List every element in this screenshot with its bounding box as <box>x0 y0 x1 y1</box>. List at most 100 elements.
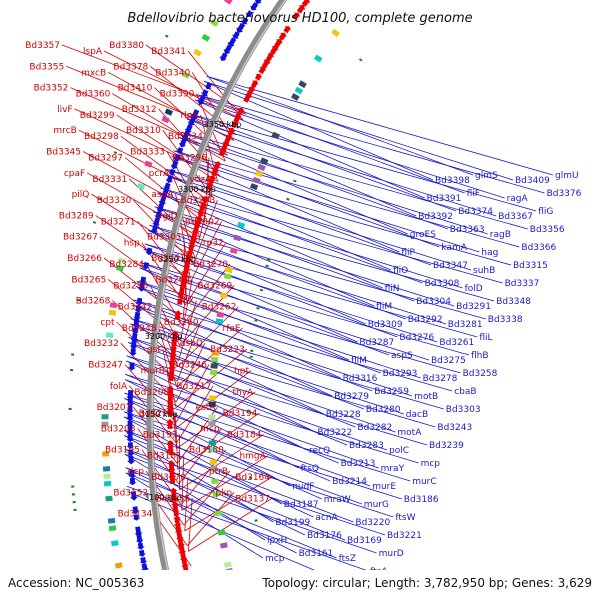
forward-gene-label: Bd3345 <box>46 148 81 158</box>
forward-gene-arrow <box>174 528 183 538</box>
reverse-gene-arrow <box>150 225 159 234</box>
cog-block-inner <box>101 414 109 420</box>
cog-block-outer <box>211 350 220 356</box>
reverse-gene-arrow <box>141 563 149 573</box>
reverse-gene-arrow <box>132 318 141 329</box>
reverse-gene-arrow <box>173 153 181 162</box>
reverse-gene-label: ftsQ <box>301 464 319 474</box>
forward-gene-label: Bd3330 <box>97 196 132 206</box>
forward-gene-label: hpt <box>234 367 249 377</box>
forward-gene-label: Bd3355 <box>29 62 64 72</box>
leader-line <box>154 206 495 302</box>
reverse-gene-label: folD <box>465 284 483 294</box>
forward-gene-label: cpaF <box>64 169 85 179</box>
forward-gene-arrow <box>179 556 188 565</box>
forward-gene-label: pcrA <box>149 169 170 179</box>
reverse-gene-label: Bd3293 <box>383 369 418 379</box>
forward-gene-label: Bd3297 <box>88 154 123 164</box>
forward-gene-label: Bd3302 <box>185 217 220 227</box>
leader-line <box>128 336 356 428</box>
reverse-gene-label: cbaB <box>454 387 476 397</box>
misc-marker <box>286 197 290 201</box>
reverse-gene-label: Bd3187 <box>284 500 319 510</box>
forward-gene-label: ydzA <box>189 175 212 185</box>
cog-block-inner <box>181 71 191 79</box>
leader-line <box>158 192 463 289</box>
reverse-gene-arrow <box>131 506 140 515</box>
leader-line <box>124 453 346 541</box>
forward-gene-label: Bd3331 <box>92 175 127 185</box>
reverse-gene-arrow <box>141 262 150 270</box>
reverse-gene-label: Bd3261 <box>439 338 474 348</box>
misc-marker <box>250 349 254 352</box>
forward-gene-arrow <box>172 515 181 523</box>
leader-line <box>178 300 197 361</box>
leader-line <box>61 44 246 115</box>
cog-block-outer <box>291 93 300 101</box>
forward-gene-arrow <box>227 127 236 136</box>
reverse-gene-arrow <box>135 534 144 544</box>
reverse-gene-label: Bd3367 <box>498 212 533 222</box>
forward-gene-label: Bd3268 <box>76 297 111 307</box>
reverse-gene-label: Bd3243 <box>437 423 472 433</box>
reverse-gene-arrow <box>126 425 135 437</box>
forward-gene-label: pilQ <box>72 190 90 200</box>
misc-marker <box>293 179 297 183</box>
forward-gene-label: Bd3218 <box>139 409 174 419</box>
reverse-gene-label: Bd3214 <box>332 477 367 487</box>
map-title: Bdellovibrio bacteriovorus HD100, comple… <box>127 11 472 26</box>
forward-gene-label: Bd3208 <box>134 388 169 398</box>
cog-block-outer <box>260 157 269 165</box>
leader-line <box>149 224 486 320</box>
forward-gene-label: estA <box>195 403 216 413</box>
reverse-gene-label: Bd3259 <box>374 387 409 397</box>
misc-marker <box>358 58 363 62</box>
forward-gene-arrow <box>261 58 271 69</box>
cog-block-inner <box>117 257 126 264</box>
forward-gene-arrow <box>170 495 179 502</box>
forward-gene-label: Bd3296 <box>172 154 207 164</box>
leader-line <box>95 215 191 279</box>
forward-gene-label: dcp <box>128 467 145 477</box>
forward-gene-label: Bd3193 <box>143 430 178 440</box>
forward-gene-arrow <box>169 487 178 497</box>
leader-line <box>133 199 194 265</box>
reverse-gene-arrow <box>204 81 213 90</box>
leader-line <box>188 497 273 552</box>
forward-gene-arrow <box>231 121 239 129</box>
reverse-gene-label: Bd3398 <box>435 176 470 186</box>
forward-gene-label: Bd3264 <box>155 275 190 285</box>
reverse-gene-arrow <box>138 549 146 557</box>
leader-line <box>181 455 185 511</box>
misc-marker <box>165 34 169 38</box>
forward-gene-label: Bd3232 <box>84 339 119 349</box>
leader-line <box>188 113 537 212</box>
reverse-gene-label: Bd3338 <box>488 315 523 325</box>
cog-block-inner <box>108 309 117 316</box>
cog-block-outer <box>217 529 226 536</box>
forward-gene-label: thyA <box>232 388 254 398</box>
forward-gene-arrow <box>167 371 176 381</box>
reverse-gene-label: recQ <box>309 446 330 456</box>
cog-block-outer <box>211 478 219 485</box>
leader-line <box>203 81 514 181</box>
forward-gene-label: Bd3195 <box>105 446 140 456</box>
cog-block-inner <box>224 0 233 5</box>
reverse-gene-label: Bd3275 <box>431 356 466 366</box>
forward-gene-label: Bd3310 <box>126 126 161 136</box>
reverse-gene-label: Bd3392 <box>418 212 453 222</box>
cog-block-outer <box>298 80 307 89</box>
cog-block-outer <box>208 414 216 420</box>
leader-line <box>147 230 366 325</box>
misc-marker <box>131 104 136 108</box>
cog-block-outer <box>257 163 266 172</box>
forward-gene-arrow <box>237 107 245 115</box>
forward-gene-label: Bd3340 <box>155 68 190 78</box>
cog-block-inner <box>105 495 113 502</box>
reverse-gene-arrow <box>136 542 145 550</box>
cog-block-inner <box>111 540 119 547</box>
forward-gene-label: Bd3184 <box>227 430 262 440</box>
leader-line <box>162 129 213 197</box>
cog-block-inner <box>164 108 173 116</box>
reverse-gene-arrow <box>129 340 138 350</box>
